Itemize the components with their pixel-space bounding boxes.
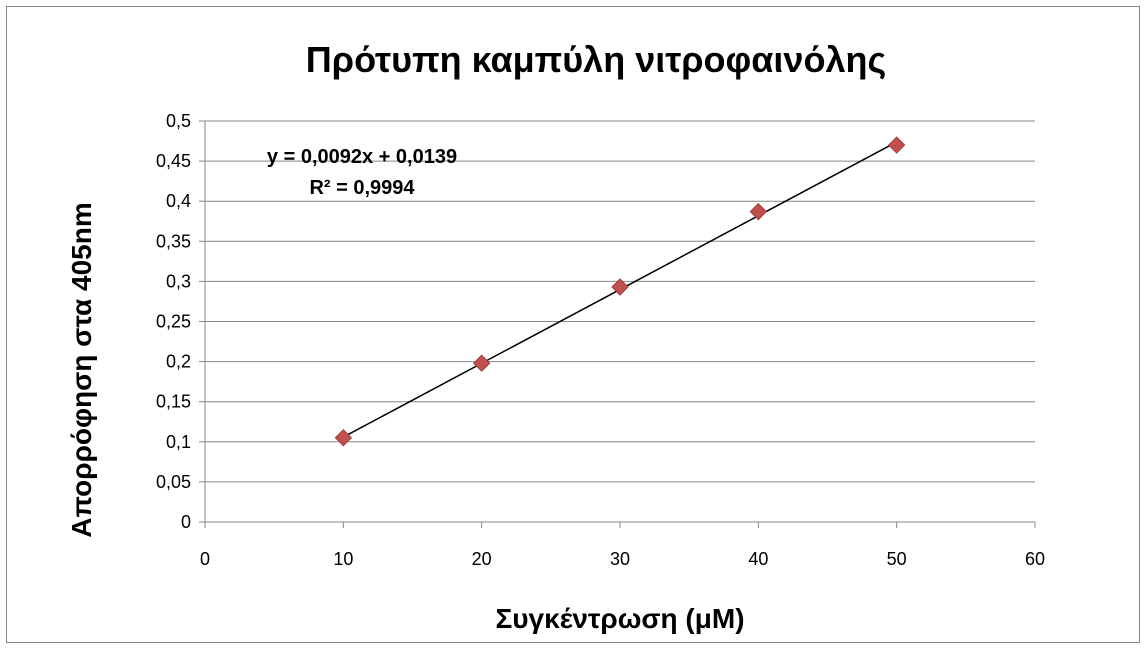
x-tick-label: 40 bbox=[748, 549, 768, 569]
x-tick-label: 10 bbox=[333, 549, 353, 569]
x-tick-label: 30 bbox=[610, 549, 630, 569]
x-tick-label: 50 bbox=[887, 549, 907, 569]
axes bbox=[199, 120, 1036, 528]
data-point bbox=[749, 202, 768, 221]
data-point bbox=[611, 278, 629, 296]
y-tick-label: 0,5 bbox=[166, 111, 191, 131]
gridlines bbox=[205, 120, 1035, 483]
x-tick-label: 60 bbox=[1025, 549, 1045, 569]
data-point bbox=[887, 136, 906, 154]
x-tick-label: 20 bbox=[472, 549, 492, 569]
y-tick-label: 0,2 bbox=[166, 352, 191, 372]
y-tick-label: 0,3 bbox=[166, 271, 191, 291]
x-tick-label: 0 bbox=[200, 549, 210, 569]
y-tick-label: 0,45 bbox=[156, 151, 191, 171]
x-axis-title: Συγκέντρωση (μΜ) bbox=[495, 603, 744, 634]
y-tick-label: 0,25 bbox=[156, 312, 191, 332]
x-tick-labels: 0 10 20 30 40 50 60 bbox=[200, 549, 1045, 569]
data-point bbox=[472, 354, 491, 372]
y-tick-label: 0,35 bbox=[156, 231, 191, 251]
y-tick-label: 0,4 bbox=[166, 191, 191, 211]
y-axis-title: Απορρόφηση στα 405nm bbox=[66, 202, 97, 537]
y-tick-label: 0,1 bbox=[166, 432, 191, 452]
y-tick-label: 0,05 bbox=[156, 472, 191, 492]
r-squared-label: R² = 0,9994 bbox=[309, 177, 415, 199]
chart-frame bbox=[6, 6, 1140, 643]
y-tick-label: 0 bbox=[181, 512, 191, 532]
data-points bbox=[334, 136, 906, 447]
y-tick-label: 0,15 bbox=[156, 392, 191, 412]
trendline-equation: y = 0,0092x + 0,0139 bbox=[267, 146, 457, 168]
data-point bbox=[334, 429, 353, 447]
y-tick-labels: 0 0,05 0,1 0,15 0,2 0,25 0,3 0,35 0,4 0,45 0,5 bbox=[156, 111, 191, 532]
chart-title: Πρότυπη καμπύλη νιτροφαινόλης bbox=[306, 39, 886, 80]
